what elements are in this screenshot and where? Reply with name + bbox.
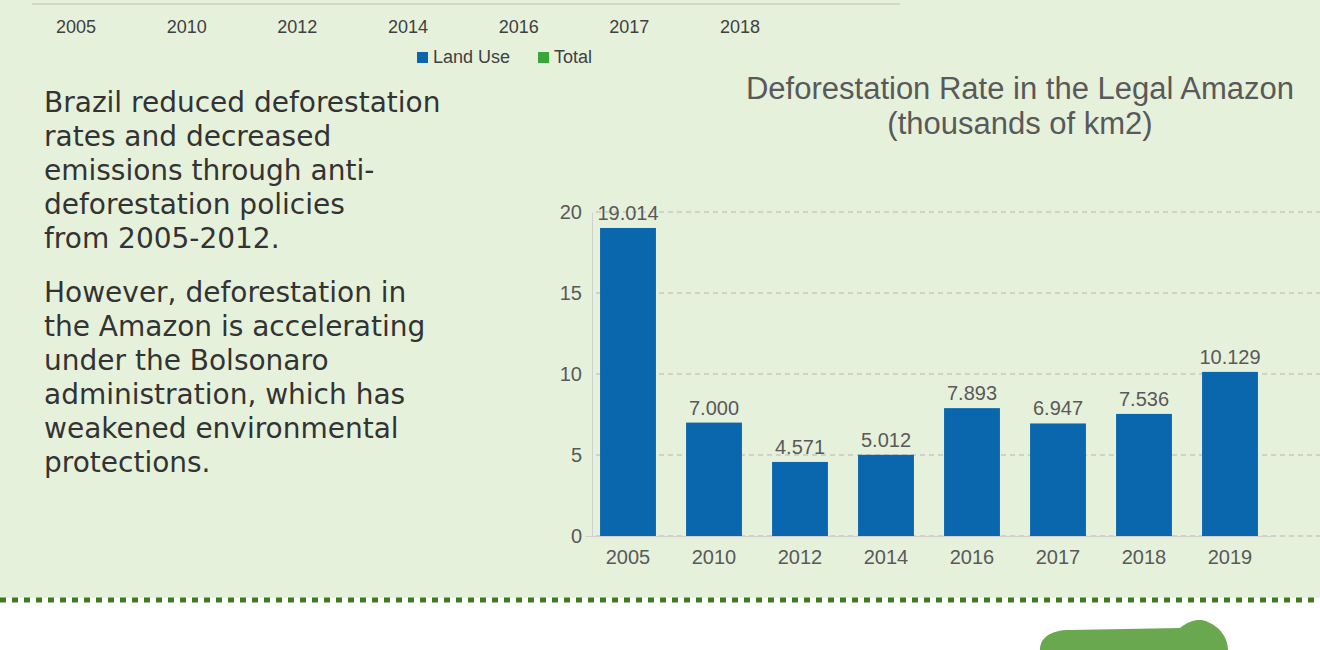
header-tick-label: 2010 [167, 17, 207, 37]
data-label: 6.947 [1033, 397, 1083, 419]
legend-swatch [417, 52, 428, 63]
panel-background [0, 0, 1320, 598]
header-tick-label: 2014 [388, 17, 428, 37]
paragraph-line: from 2005-2012. [44, 222, 280, 255]
paragraph-line: administration, which has [44, 378, 405, 411]
y-tick: 10 [560, 363, 582, 385]
paragraph-line: Brazil reduced deforestation [44, 86, 440, 119]
bar [772, 462, 828, 536]
paragraph-line: deforestation policies [44, 188, 345, 221]
header-tick-label: 2017 [609, 17, 649, 37]
x-axis-line [586, 536, 1274, 537]
x-tick-label: 2017 [1036, 546, 1081, 568]
x-tick-label: 2012 [778, 546, 823, 568]
paragraph-line: However, deforestation in [44, 276, 406, 309]
x-tick: 2017 [1036, 546, 1081, 568]
separator [0, 598, 1320, 603]
y-tick: 20 [560, 201, 582, 223]
x-tick-label: 2018 [1122, 546, 1167, 568]
x-tick-label: 2016 [950, 546, 995, 568]
bar [1030, 423, 1086, 536]
x-tick: 2014 [864, 546, 909, 568]
y-tick-label: 20 [560, 201, 582, 223]
bar [858, 455, 914, 536]
decoration [1040, 620, 1228, 650]
header-tick-label: 2018 [720, 17, 760, 37]
data-label: 7.000 [689, 397, 739, 419]
x-tick: 2016 [950, 546, 995, 568]
bar [1202, 372, 1258, 536]
header-tick-label: 2016 [499, 17, 539, 37]
header-axis: 2005 2010 2012 2014 2016 2017 2018 [56, 17, 760, 37]
grid [596, 212, 1320, 536]
x-tick-label: 2019 [1208, 546, 1253, 568]
x-axis: 2005 2010 2012 2014 2016 2017 2018 2019 [586, 537, 1274, 569]
x-tick: 2012 [778, 546, 823, 568]
data-labels: 19.014 7.000 4.571 5.012 7.893 6.947 7.536 10.1… [597, 202, 1260, 458]
paragraph-line: protections. [44, 446, 211, 479]
paragraph-line: the Amazon is accelerating [44, 310, 425, 343]
x-tick-label: 2010 [692, 546, 737, 568]
x-tick: 2019 [1208, 546, 1253, 568]
header-tick-label: 2012 [277, 17, 317, 37]
bars [600, 228, 1258, 536]
x-tick-label: 2005 [606, 546, 651, 568]
header-legend: Land Use Total [417, 47, 592, 67]
y-axis-line [592, 213, 593, 537]
paragraph-line: under the Bolsonaro [44, 344, 329, 377]
x-tick: 2010 [692, 546, 737, 568]
bar [686, 423, 742, 536]
y-axis: 0 5 10 15 20 [560, 201, 593, 547]
chart-subtitle: (thousands of km2) [887, 106, 1152, 141]
y-tick-label: 10 [560, 363, 582, 385]
legend-label: Land Use [433, 47, 510, 67]
y-tick: 5 [571, 444, 582, 466]
paragraph-line: weakened environmental [44, 412, 399, 445]
data-label: 5.012 [861, 429, 911, 451]
paragraph-line: emissions through anti- [44, 154, 374, 187]
data-label: 4.571 [775, 436, 825, 458]
data-label: 10.129 [1199, 346, 1260, 368]
x-tick: 2018 [1122, 546, 1167, 568]
y-tick: 15 [560, 282, 582, 304]
chart-title: Deforestation Rate in the Legal Amazon [746, 71, 1294, 106]
data-label: 7.536 [1119, 388, 1169, 410]
y-tick: 0 [571, 525, 582, 547]
bar [944, 408, 1000, 536]
grid-line [596, 293, 1320, 294]
grid-line [596, 212, 1320, 213]
bar [1116, 414, 1172, 536]
data-label: 7.893 [947, 382, 997, 404]
paragraph-line: rates and decreased [44, 120, 331, 153]
x-tick: 2005 [606, 546, 651, 568]
header-tick-label: 2005 [56, 17, 96, 37]
bar [600, 228, 656, 536]
body-text: Brazil reduced deforestationrates and de… [44, 86, 440, 479]
header-axis-line [32, 4, 900, 5]
y-tick-label: 0 [571, 525, 582, 547]
y-tick-label: 5 [571, 444, 582, 466]
data-label: 19.014 [597, 202, 658, 224]
legend-label: Total [554, 47, 592, 67]
x-tick-label: 2014 [864, 546, 909, 568]
legend-swatch [538, 52, 549, 63]
y-tick-label: 15 [560, 282, 582, 304]
page: 2005201020122014201620172018Land UseTota… [0, 0, 1320, 650]
